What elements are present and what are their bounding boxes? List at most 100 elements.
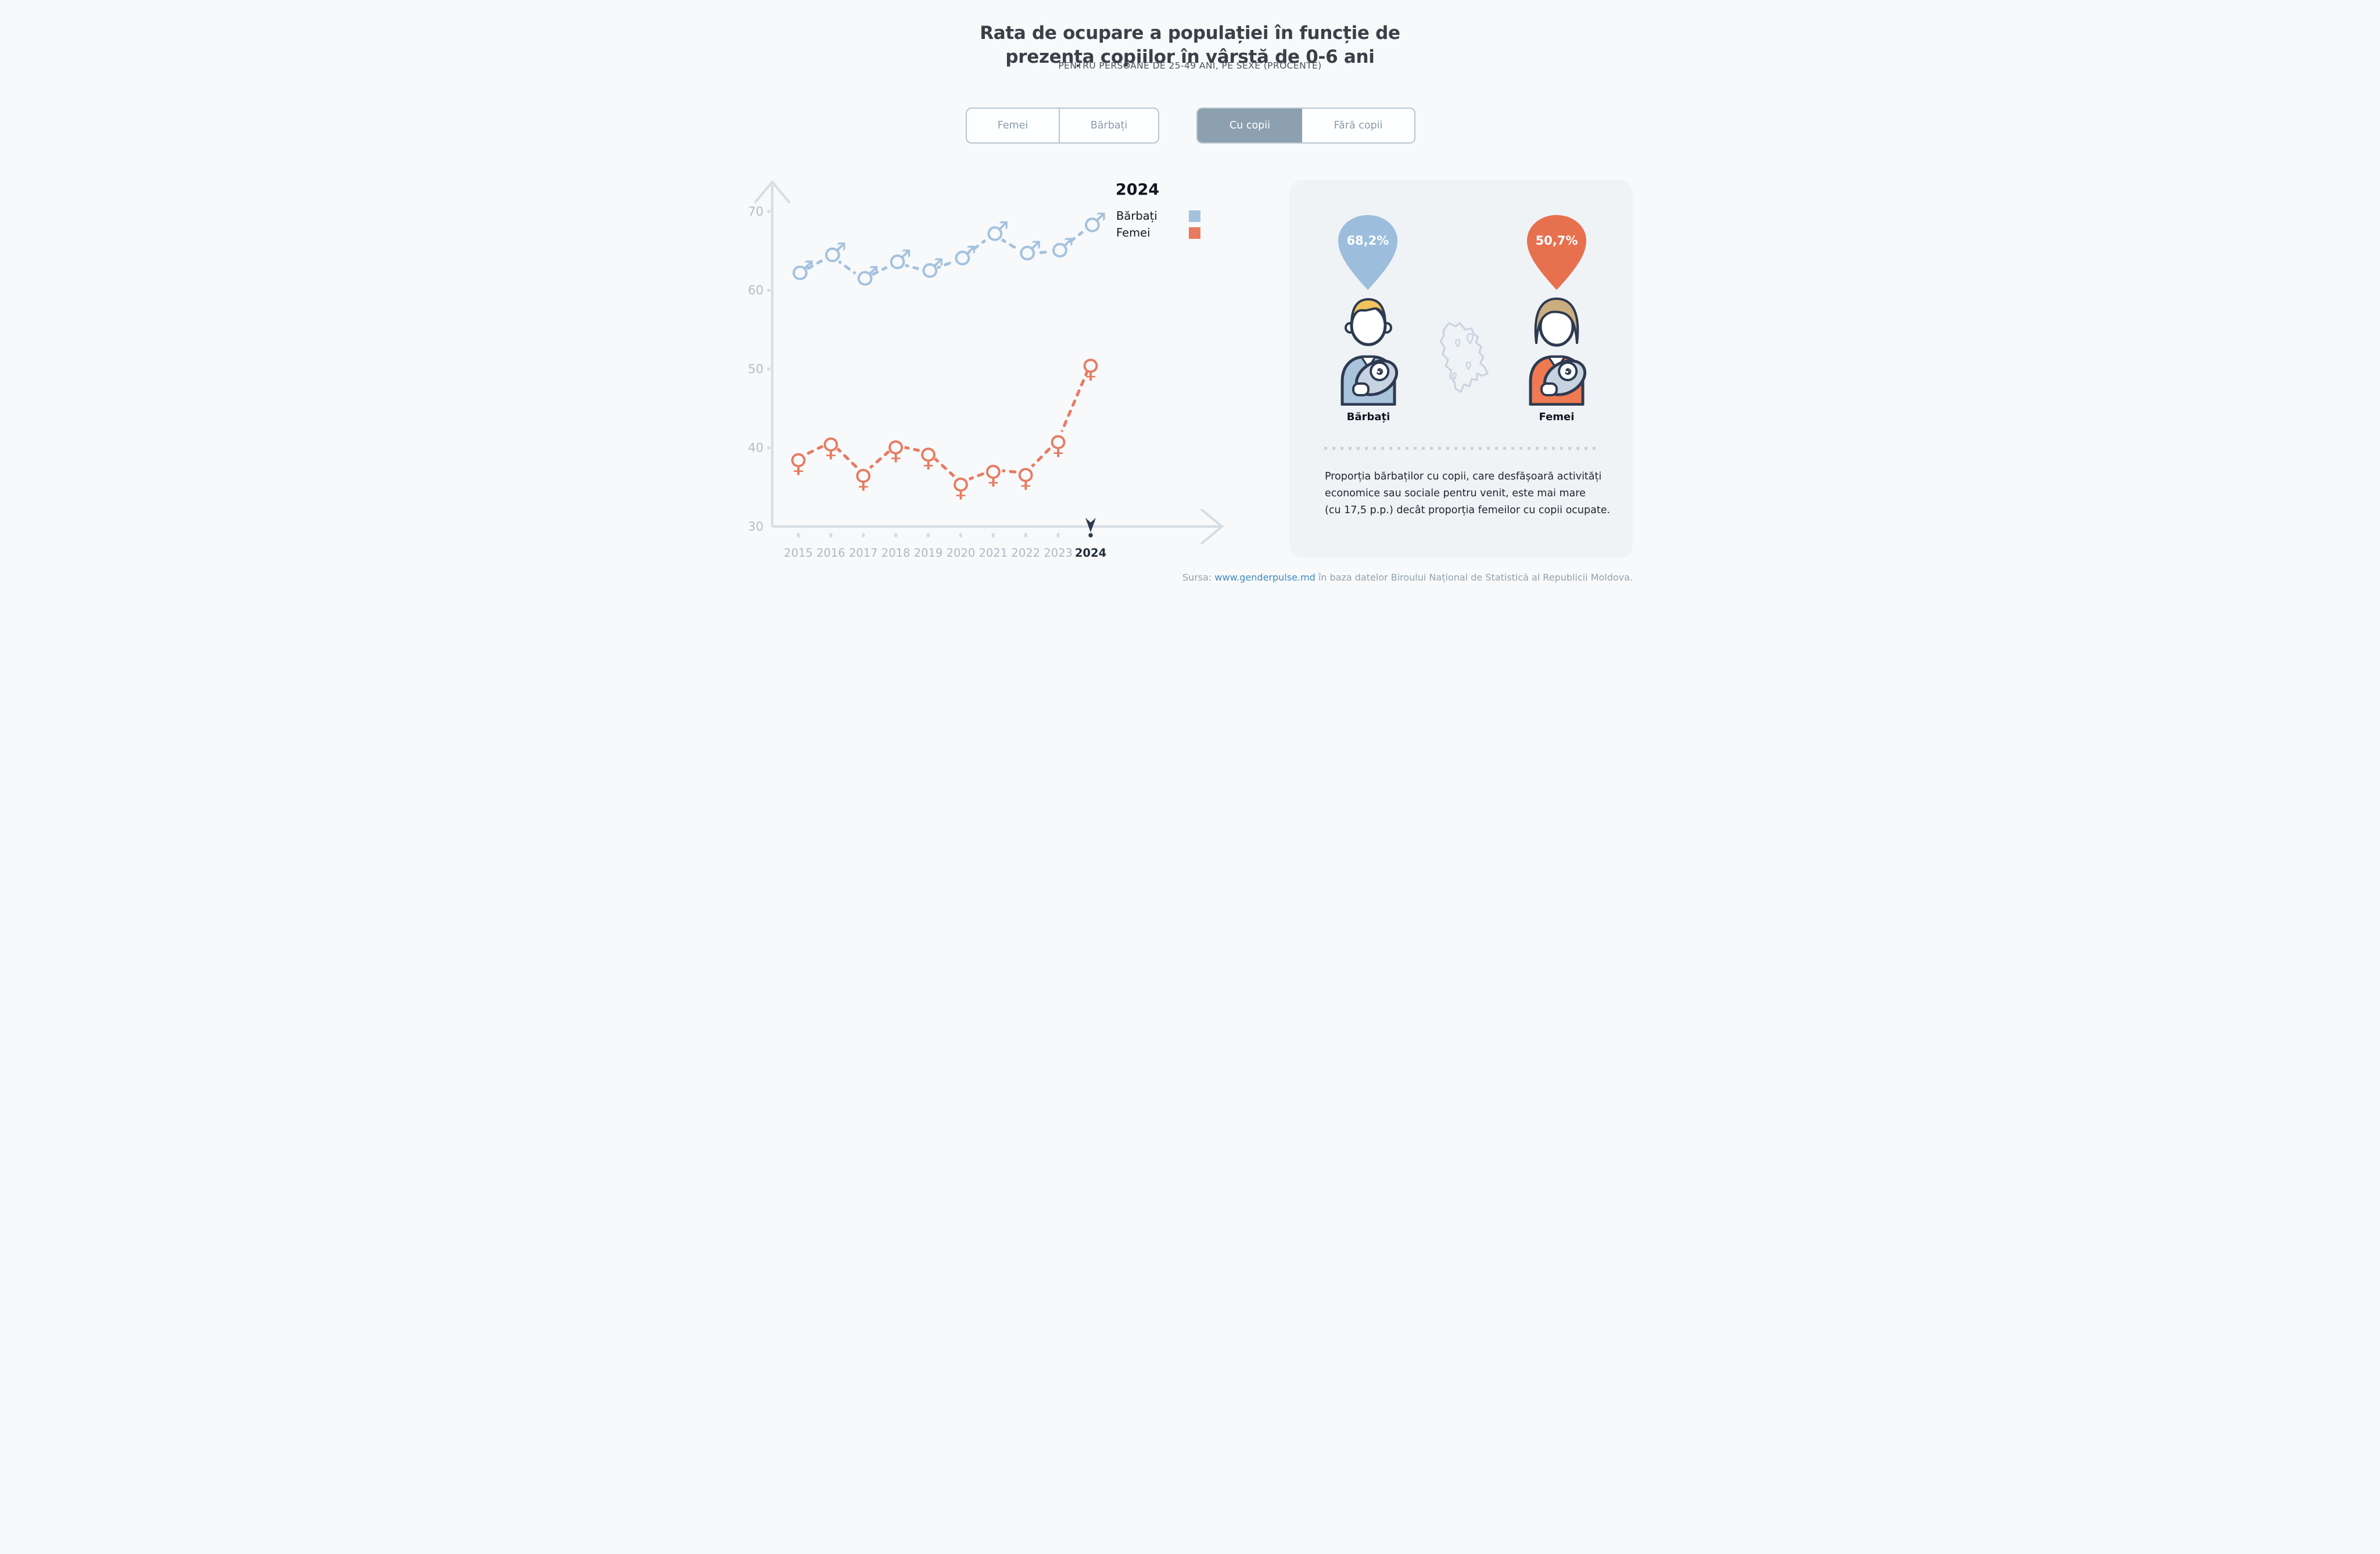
title-line-2: prezența copiilor în vârstă de 0-6 ani: [1005, 46, 1375, 67]
series-line-female: [797, 362, 1092, 485]
toggle-fara-copii[interactable]: Fără copii: [1302, 109, 1414, 142]
dashed-divider: [1324, 447, 1600, 450]
page-subtitle: PENTRU PERSOANE DE 25-49 ANI, PE SEXE (P…: [1058, 60, 1322, 71]
male-marker-2017: ♂: [855, 260, 879, 292]
male-marker-2016: ♂: [823, 237, 847, 268]
female-marker-2024: ♀: [1081, 354, 1100, 384]
x-tick-label-2020[interactable]: 2020: [947, 546, 976, 560]
source-prefix: Sursa:: [1182, 572, 1215, 583]
marker-halo: [1049, 431, 1067, 449]
y-tick-label: 60: [748, 284, 764, 298]
male-marker-2018: ♂: [888, 244, 912, 275]
legend-label-femei: Femei: [1116, 226, 1150, 239]
page-title: Rata de ocupare a populației în funcție …: [734, 22, 1646, 69]
teardrop-badge-icon: [1527, 215, 1586, 290]
male-marker-2021: ♂: [985, 216, 1009, 247]
badge-barbati: 68,2%: [1337, 214, 1399, 291]
y-tick-label: 30: [748, 520, 764, 533]
x-tick-label-2018[interactable]: 2018: [881, 546, 911, 560]
marker-halo: [822, 433, 840, 452]
badge-femei: 50,7%: [1526, 214, 1587, 291]
x-tick-dot: [894, 533, 898, 538]
x-tick-dot: [1056, 533, 1060, 538]
female-marker-2017: ♀: [854, 464, 873, 494]
y-tick-label: 40: [748, 441, 764, 455]
x-tick-dot: [1024, 533, 1028, 538]
x-tick-label-2015[interactable]: 2015: [784, 546, 813, 560]
marker-halo: [788, 264, 808, 284]
male-marker-2023: ♂: [1050, 232, 1074, 263]
source-suffix: în baza datelor Biroului Național de Sta…: [1315, 572, 1633, 583]
y-tick-mark: [767, 210, 770, 213]
female-marker-2023: ♀: [1049, 431, 1067, 460]
x-tick-label-2022[interactable]: 2022: [1011, 546, 1040, 560]
toggle-femei[interactable]: Femei: [967, 109, 1059, 142]
marker-halo: [1081, 216, 1101, 236]
x-tick-label-2024: 2024: [1075, 546, 1106, 560]
y-axis-arrow-icon: [754, 180, 791, 204]
marker-halo: [820, 245, 841, 266]
marker-halo: [1016, 244, 1036, 264]
badge-value-femei: 50,7%: [1535, 234, 1578, 248]
x-tick-label-2023[interactable]: 2023: [1044, 546, 1073, 560]
source-line: Sursa: www.genderpulse.md în baza datelo…: [1182, 572, 1633, 583]
x-axis-arrow-icon: [1200, 508, 1224, 545]
x-tick-dot: [829, 533, 833, 538]
x-tick-dot: [861, 533, 865, 538]
source-link[interactable]: www.genderpulse.md: [1214, 572, 1316, 583]
summary-panel: 68,2% 50,7%: [1289, 180, 1633, 558]
marker-halo: [1048, 241, 1069, 261]
female-marker-2021: ♀: [984, 460, 1002, 490]
x-tick-label-2019[interactable]: 2019: [914, 546, 943, 560]
y-tick-label: 70: [748, 205, 764, 219]
female-marker-2022: ♀: [1016, 464, 1035, 493]
badge-value-barbati: 68,2%: [1346, 234, 1389, 248]
summary-note: Proporția bărbaților cu copii, care desf…: [1325, 468, 1610, 519]
note-line-2: economice sau sociale pentru venit, este…: [1325, 488, 1586, 499]
y-tick-label: 50: [748, 362, 764, 376]
note-line-3: (cu 17,5 p.p.) decât proporția femeilor …: [1325, 504, 1611, 516]
male-marker-2019: ♂: [920, 252, 944, 284]
moldova-map-outline-icon: [1439, 322, 1489, 393]
title-line-1: Rata de ocupare a populației în funcție …: [980, 22, 1400, 44]
legend-swatch-femei: [1189, 227, 1200, 239]
x-tick-label-2016[interactable]: 2016: [816, 546, 845, 560]
x-tick-label-2021[interactable]: 2021: [979, 546, 1008, 560]
series-line-male: [797, 224, 1092, 281]
female-marker-2019: ♀: [919, 443, 937, 472]
toggle-cu-copii[interactable]: Cu copii: [1198, 109, 1302, 142]
woman-with-baby-icon: [1529, 298, 1587, 406]
note-line-1: Proporția bărbaților cu copii, care desf…: [1325, 471, 1602, 482]
male-marker-2015: ♂: [790, 255, 814, 287]
marker-halo: [853, 269, 873, 289]
female-marker-2016: ♀: [822, 433, 840, 463]
marker-halo: [789, 449, 808, 467]
marker-halo: [918, 261, 938, 281]
legend-selected-year: 2024: [1116, 181, 1160, 199]
teardrop-badge-icon: [1338, 215, 1397, 290]
toggle-barbati[interactable]: Bărbați: [1059, 109, 1158, 142]
x-tick-dot: [991, 533, 995, 538]
legend-swatch-barbati: [1189, 210, 1200, 222]
female-marker-2018: ♀: [887, 436, 905, 466]
children-toggle-group: Cu copii Fără copii: [1196, 108, 1415, 144]
y-tick-mark: [767, 446, 770, 449]
marker-halo: [886, 253, 906, 273]
sex-toggle-group: Femei Bărbați: [966, 108, 1159, 144]
marker-halo: [983, 224, 1003, 245]
figure-label-femei: Femei: [1539, 411, 1575, 423]
marker-halo: [887, 436, 905, 454]
x-tick-label-2017[interactable]: 2017: [849, 546, 878, 560]
female-marker-2020: ♀: [951, 473, 970, 503]
y-tick-mark: [767, 367, 770, 371]
x-tick-dot: [959, 533, 963, 538]
marker-halo: [951, 249, 971, 269]
female-marker-2015: ♀: [789, 449, 808, 478]
male-marker-2022: ♂: [1018, 235, 1042, 267]
y-tick-mark: [767, 289, 770, 292]
male-marker-2020: ♂: [953, 240, 977, 271]
marker-halo: [984, 460, 1002, 479]
selected-year-pin-icon[interactable]: [1085, 518, 1096, 532]
marker-halo: [1016, 464, 1035, 482]
marker-halo: [919, 443, 938, 462]
